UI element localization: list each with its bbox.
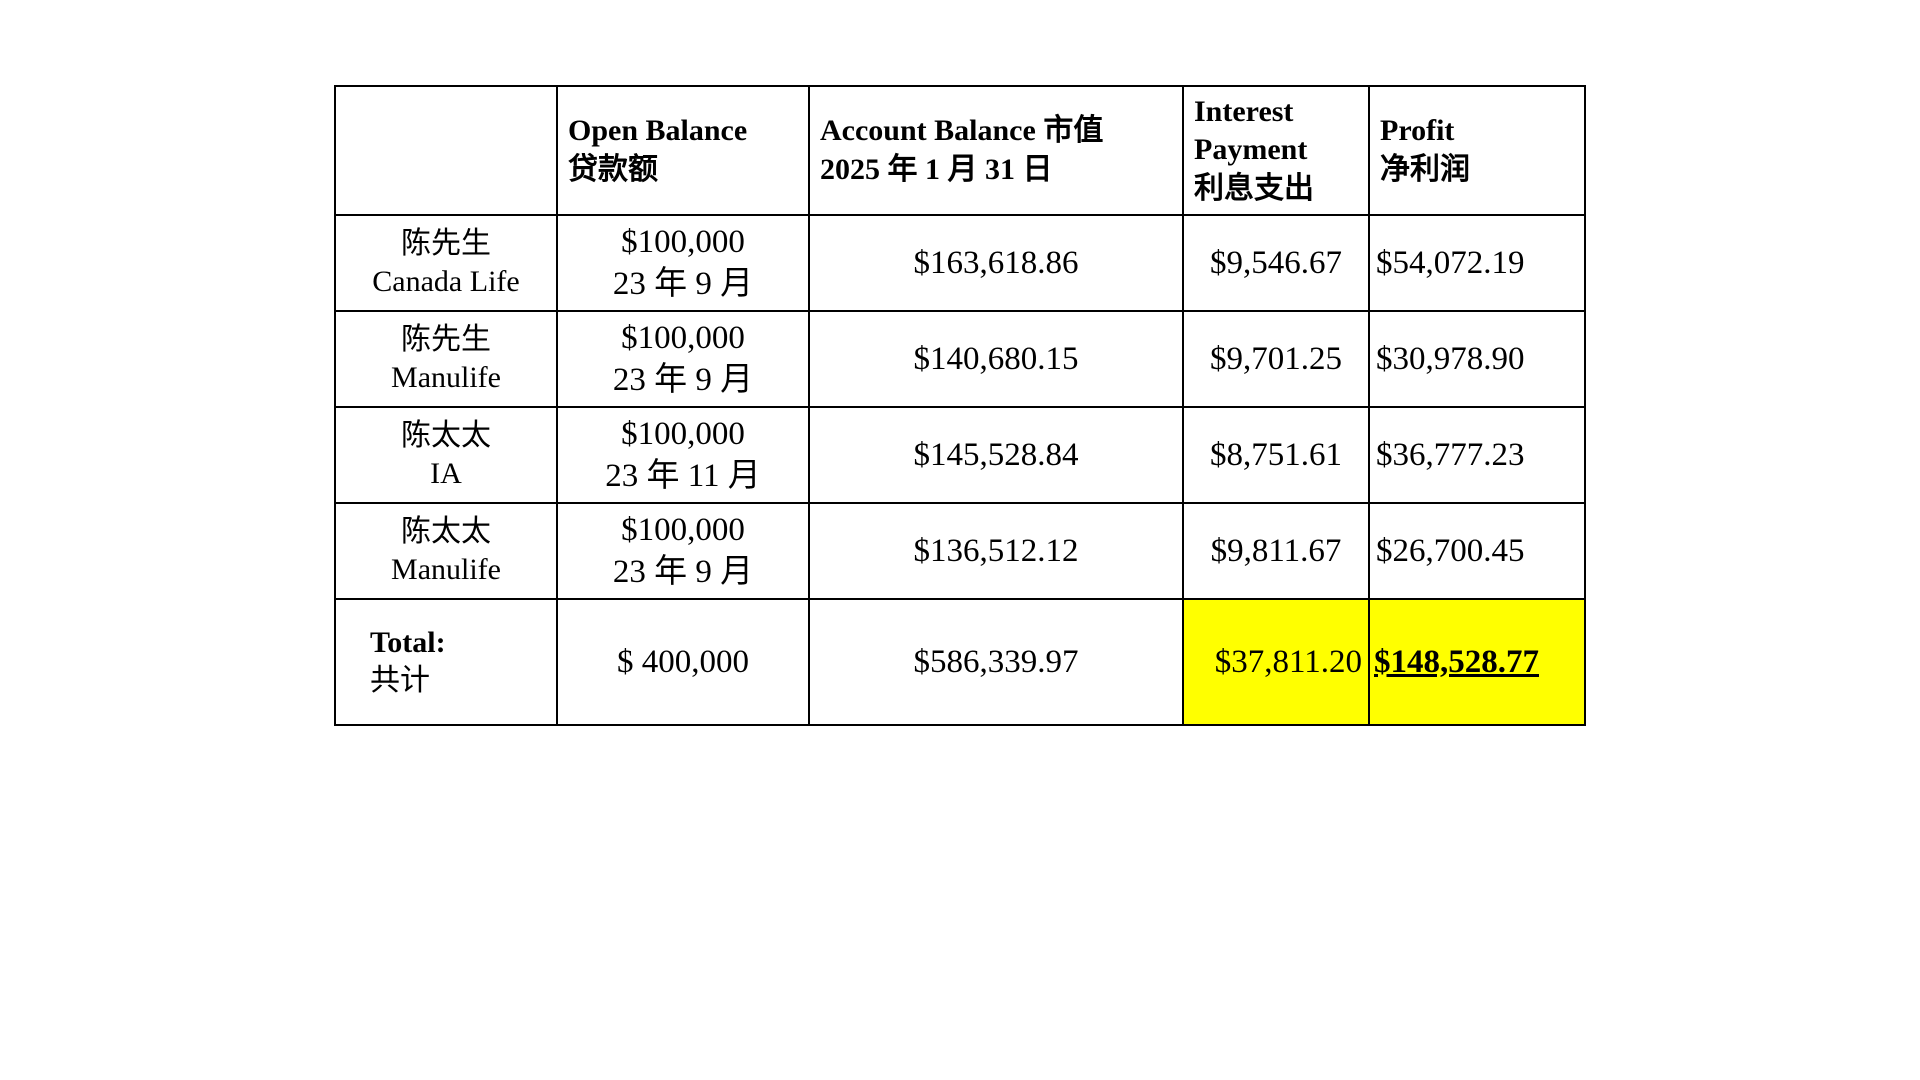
account-balance-cell: $163,618.86 <box>809 215 1183 311</box>
header-text: 贷款额 <box>568 153 658 186</box>
interest-cell: $9,701.25 <box>1183 311 1369 407</box>
table-row: 陈太太Manulife$100,00023 年 9 月$136,512.12$9… <box>335 503 1585 599</box>
table-body: 陈先生Canada Life$100,00023 年 9 月$163,618.8… <box>335 215 1585 725</box>
header-text: 净利润 <box>1380 153 1470 186</box>
row-label-line1: 陈太太 <box>340 513 552 551</box>
total-row: Total:共计$ 400,000$586,339.97$37,811.20$1… <box>335 599 1585 725</box>
header-open-balance: Open Balance 贷款额 <box>557 86 809 215</box>
row-label-line2: IA <box>340 455 552 493</box>
open-balance-date: 23 年 9 月 <box>562 359 804 401</box>
profit-cell: $30,978.90 <box>1369 311 1585 407</box>
total-profit-value: $148,528.77 <box>1374 644 1539 680</box>
account-balance-cell: $145,528.84 <box>809 407 1183 503</box>
row-label-line2: Manulife <box>340 359 552 397</box>
total-label-line2: 共计 <box>370 662 552 700</box>
profit-cell: $26,700.45 <box>1369 503 1585 599</box>
profit-cell: $54,072.19 <box>1369 215 1585 311</box>
row-label: 陈先生Canada Life <box>335 215 557 311</box>
row-label: 陈太太Manulife <box>335 503 557 599</box>
header-text: Payment <box>1194 133 1307 166</box>
open-balance-amount: $100,000 <box>562 509 804 551</box>
total-profit: $148,528.77 <box>1369 599 1585 725</box>
open-balance-cell: $100,00023 年 9 月 <box>557 311 809 407</box>
open-balance-date: 23 年 9 月 <box>562 551 804 593</box>
header-text: Open Balance <box>568 114 747 147</box>
header-blank <box>335 86 557 215</box>
header-text: 2025 年 1 月 31 日 <box>820 153 1053 186</box>
row-label-line1: 陈太太 <box>340 417 552 455</box>
header-text: Interest <box>1194 95 1293 128</box>
open-balance-amount: $100,000 <box>562 221 804 263</box>
open-balance-cell: $100,00023 年 11 月 <box>557 407 809 503</box>
page: Open Balance 贷款额 Account Balance 市值 2025… <box>0 0 1920 1080</box>
account-balance-cell: $140,680.15 <box>809 311 1183 407</box>
total-label-line1: Total: <box>370 624 552 662</box>
row-label: 陈太太IA <box>335 407 557 503</box>
profit-cell: $36,777.23 <box>1369 407 1585 503</box>
row-label: 陈先生Manulife <box>335 311 557 407</box>
total-interest: $37,811.20 <box>1183 599 1369 725</box>
open-balance-amount: $100,000 <box>562 317 804 359</box>
row-label-line1: 陈先生 <box>340 321 552 359</box>
header-interest-payment: Interest Payment 利息支出 <box>1183 86 1369 215</box>
open-balance-cell: $100,00023 年 9 月 <box>557 503 809 599</box>
total-label: Total:共计 <box>335 599 557 725</box>
header-profit: Profit 净利润 <box>1369 86 1585 215</box>
total-account-balance: $586,339.97 <box>809 599 1183 725</box>
header-text: Profit <box>1380 114 1454 147</box>
row-label-line2: Canada Life <box>340 263 552 301</box>
table-header-row: Open Balance 贷款额 Account Balance 市值 2025… <box>335 86 1585 215</box>
open-balance-date: 23 年 11 月 <box>562 455 804 497</box>
open-balance-amount: $100,000 <box>562 413 804 455</box>
row-label-line2: Manulife <box>340 551 552 589</box>
table-row: 陈先生Canada Life$100,00023 年 9 月$163,618.8… <box>335 215 1585 311</box>
table-row: 陈太太IA$100,00023 年 11 月$145,528.84$8,751.… <box>335 407 1585 503</box>
header-text: 利息支出 <box>1194 172 1314 205</box>
header-account-balance: Account Balance 市值 2025 年 1 月 31 日 <box>809 86 1183 215</box>
interest-cell: $9,546.67 <box>1183 215 1369 311</box>
open-balance-date: 23 年 9 月 <box>562 263 804 305</box>
table-row: 陈先生Manulife$100,00023 年 9 月$140,680.15$9… <box>335 311 1585 407</box>
financial-table: Open Balance 贷款额 Account Balance 市值 2025… <box>334 85 1586 726</box>
interest-cell: $8,751.61 <box>1183 407 1369 503</box>
account-balance-cell: $136,512.12 <box>809 503 1183 599</box>
interest-cell: $9,811.67 <box>1183 503 1369 599</box>
open-balance-cell: $100,00023 年 9 月 <box>557 215 809 311</box>
header-text: Account Balance 市值 <box>820 114 1103 147</box>
total-open-balance: $ 400,000 <box>557 599 809 725</box>
row-label-line1: 陈先生 <box>340 225 552 263</box>
